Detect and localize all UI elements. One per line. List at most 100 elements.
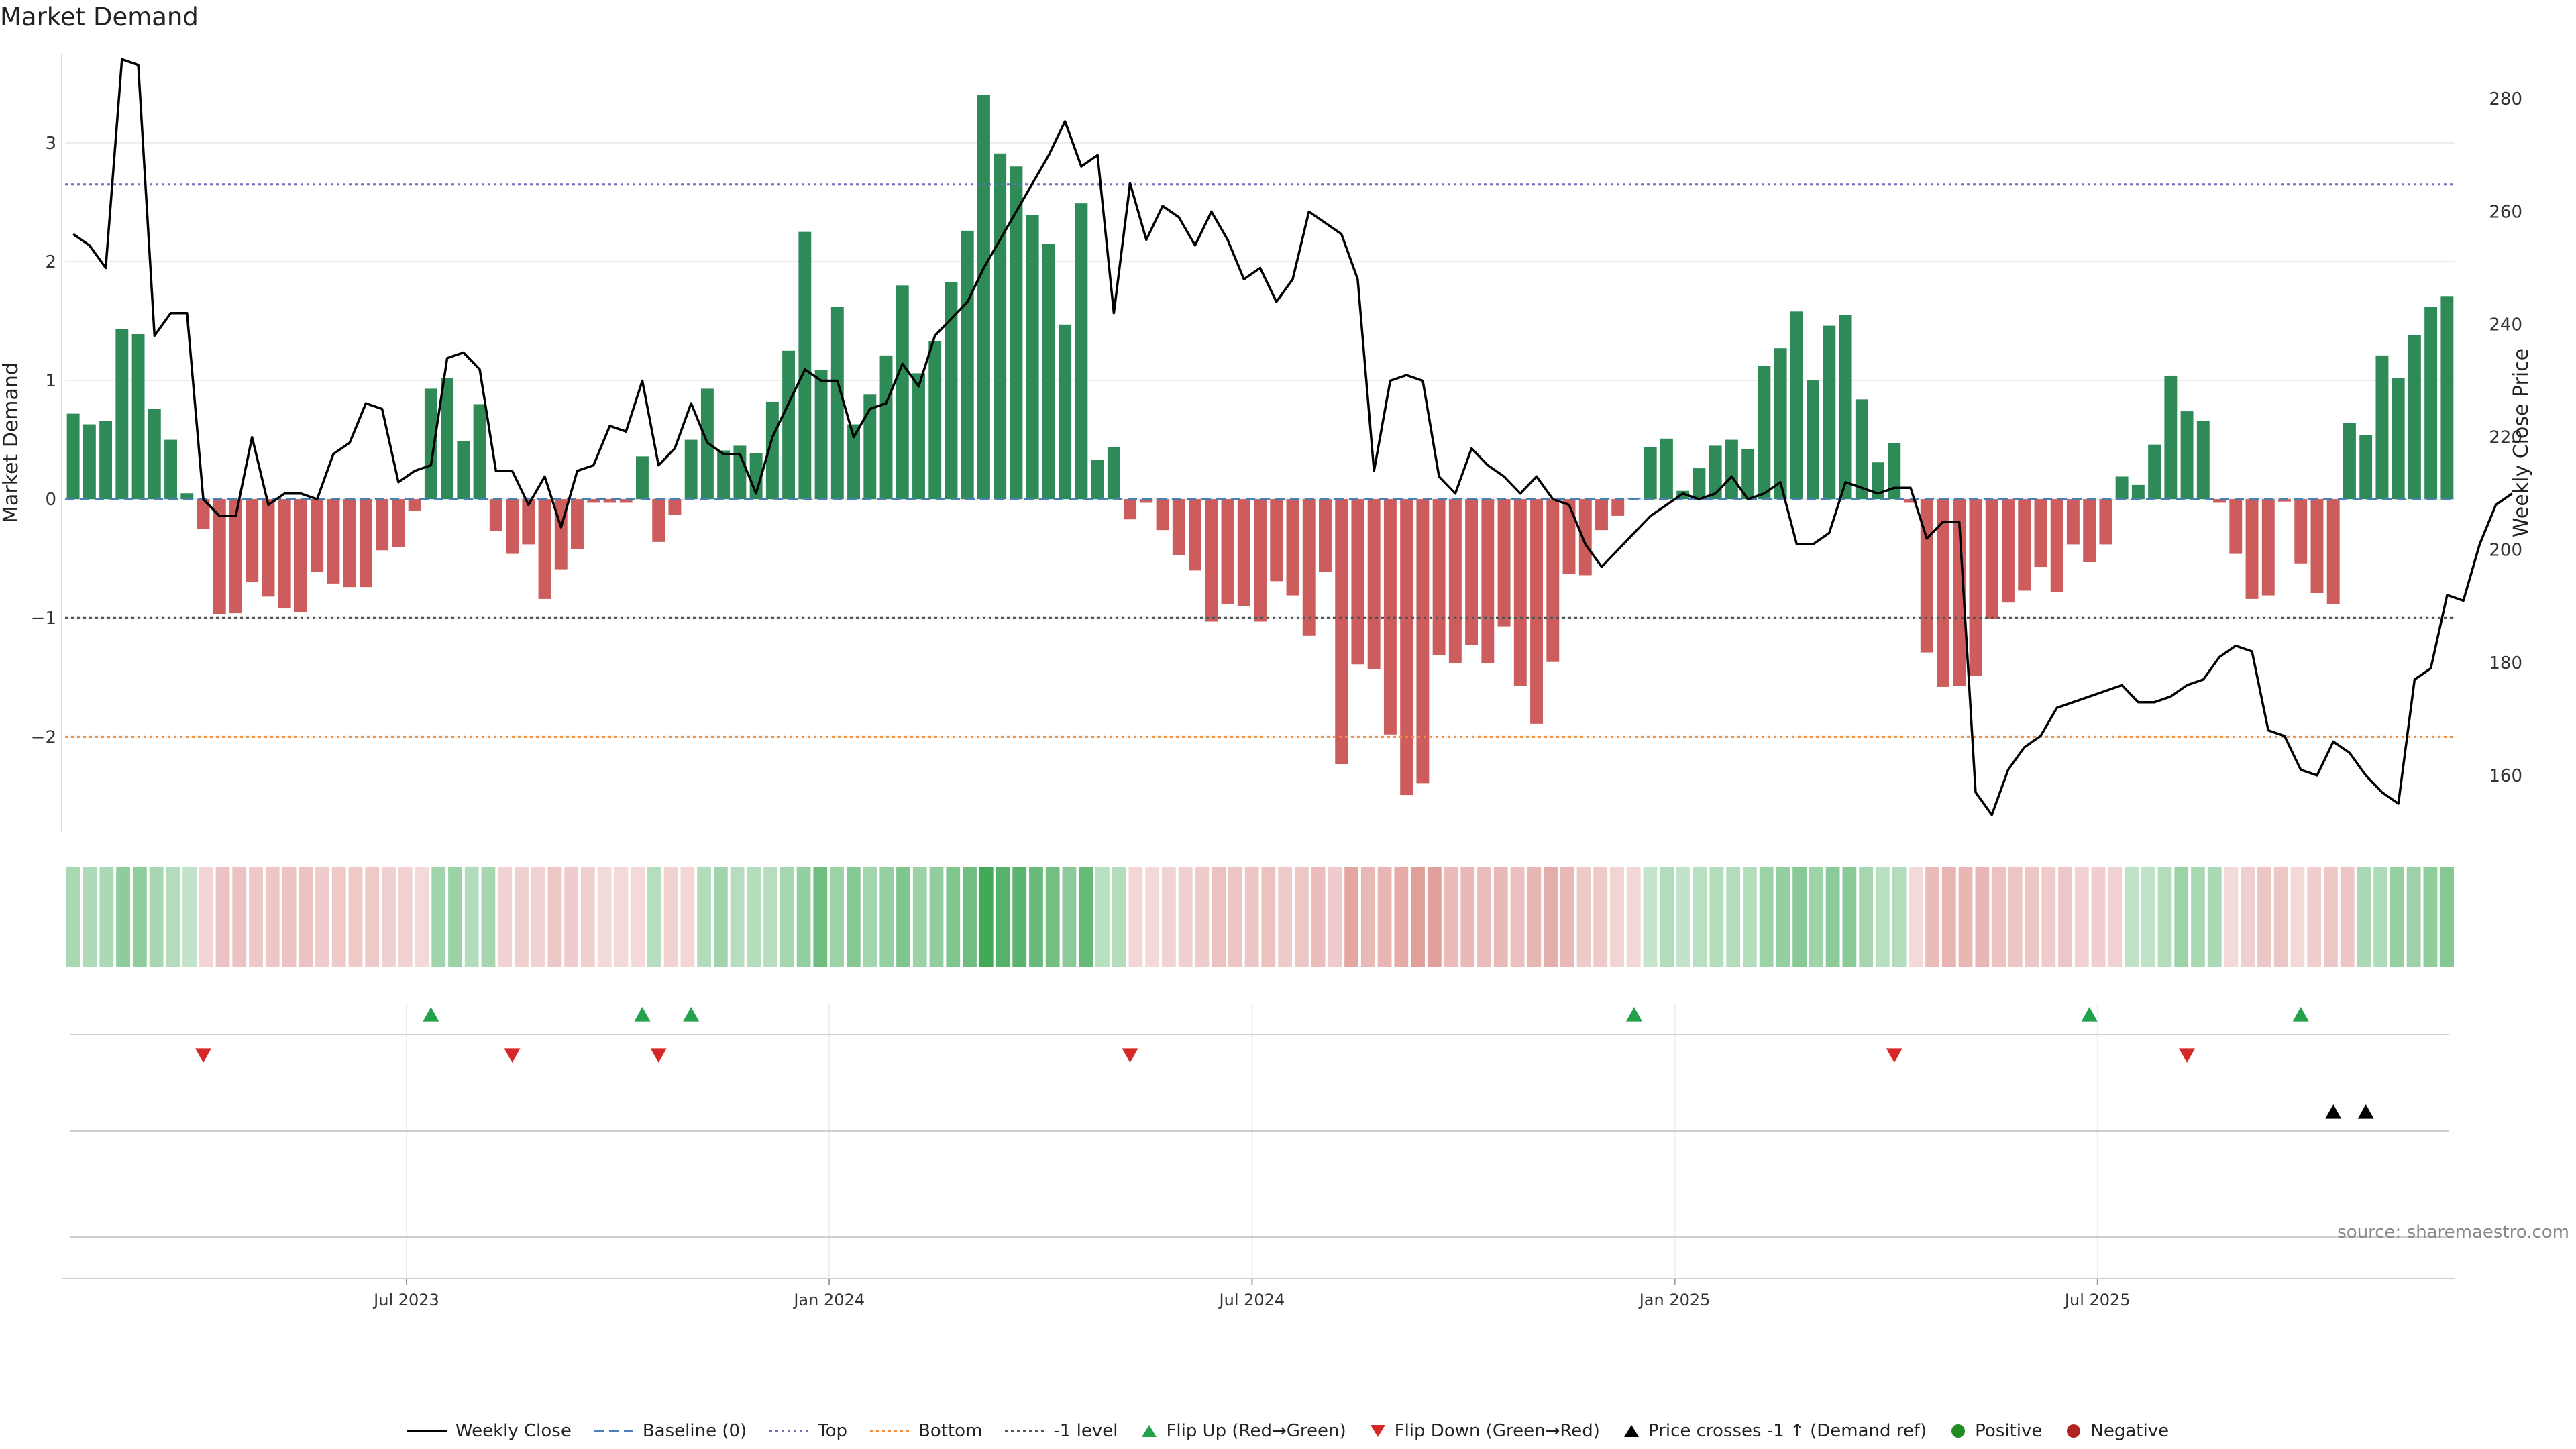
demand-bar-negative [359,499,372,588]
legend-item-positive: Positive [1949,1421,2042,1441]
demand-bar-negative [2294,499,2308,564]
strength-cell [215,867,230,967]
strength-cell [1992,867,2006,967]
demand-bar-positive [879,355,893,500]
legend-label-minus1: -1 level [1053,1421,1118,1441]
strength-cell [1643,867,1658,967]
legend-label-weekly-close: Weekly Close [455,1421,572,1441]
strength-cell [1975,867,1990,967]
demand-bar-positive [1042,244,1055,500]
strength-cell [464,867,479,967]
demand-bar-positive [441,378,454,500]
demand-bar-positive [1107,447,1120,500]
demand-bar-negative [392,499,405,547]
strength-cell [1427,867,1442,967]
demand-bar-negative [278,499,291,609]
demand-bar-positive [164,439,178,500]
strength-cell [1792,867,1807,967]
demand-bar-negative [229,499,242,614]
strength-cell [1859,867,1874,967]
flip-up-marker [423,1007,439,1022]
strength-cell [1510,867,1525,967]
strength-cell [597,867,612,967]
x-tick-label: Jul 2025 [2063,1291,2131,1309]
demand-bar-positive [1059,324,1072,500]
strength-cell [1576,867,1591,967]
demand-bar-positive [2375,355,2389,500]
demand-bar-positive [912,373,925,500]
strength-cell [2224,867,2239,967]
strength-cell [796,867,811,967]
demand-bar-positive [2180,411,2194,500]
strength-cell [1045,867,1060,967]
legend-item-weekly-close: Weekly Close [407,1421,572,1441]
demand-bar-negative [1367,499,1381,669]
y-tick-label-right: 240 [2489,315,2522,335]
strength-cell [896,867,910,967]
demand-bar-positive [2115,476,2129,500]
y-tick-label-right: 280 [2489,89,2522,109]
strength-cell [531,867,545,967]
y-tick-label-left: 0 [45,490,56,510]
y-tick-label-right: 220 [2489,428,2522,448]
strength-cell [581,867,595,967]
strength-cell [1228,867,1242,967]
flip-up-marker [634,1007,651,1022]
legend-label-bottom: Bottom [918,1421,983,1441]
strength-cell [912,867,927,967]
strength-cell [1079,867,1093,967]
strength-cell [946,867,961,967]
strength-cell [182,867,197,967]
strength-cell [1660,867,1674,967]
strength-cell [1460,867,1475,967]
demand-bar-negative [2213,499,2226,503]
y-axis-label-right: Weekly Close Price [2510,348,2533,537]
demand-bar-negative [1904,499,1917,503]
y-axis-label-left: Market Demand [0,362,23,523]
strength-cell [1527,867,1542,967]
x-tick-label: Jan 2024 [792,1291,865,1309]
demand-bar-negative [1578,499,1592,576]
strength-cell [2373,867,2388,967]
strength-cell [846,867,861,967]
demand-bar-negative [2326,499,2340,604]
strength-cell [1626,867,1641,967]
x-tick-label: Jan 2025 [1638,1291,1711,1309]
strength-cell [1411,867,1425,967]
strength-cell [1925,867,1939,967]
demand-bar-positive [1807,380,1820,500]
strength-cell [1709,867,1724,967]
legend-label-price-cross: Price crosses -1 ↑ (Demand ref) [1648,1421,1927,1441]
demand-bar-positive [928,341,942,500]
strength-cell [315,867,329,967]
demand-bar-positive [847,424,861,500]
flip-up-marker [683,1007,700,1022]
strength-cell [2125,867,2139,967]
strength-cell [996,867,1010,967]
y-tick-label-left: −2 [31,727,56,747]
demand-bar-negative [1985,499,1998,619]
strength-cell [2157,867,2172,967]
y-tick-label-right: 200 [2489,541,2522,561]
strength-cell [1377,867,1392,967]
strength-cell [1842,867,1857,967]
demand-bar-negative [1953,499,1966,686]
demand-bar-negative [1156,499,1169,531]
strength-cell [747,867,761,967]
demand-bar-negative [376,499,389,551]
strength-cell [2091,867,2106,967]
demand-bar-negative [1595,499,1608,531]
strength-cell [1610,867,1624,967]
strength-cell [415,867,429,967]
demand-bar-positive [863,394,877,500]
demand-bar-positive [1725,439,1738,500]
demand-bar-negative [2066,499,2080,545]
strength-cell [2440,867,2455,967]
strength-cell [1062,867,1077,967]
strength-cell [2025,867,2039,967]
strength-cell [713,867,728,967]
demand-bar-positive [2343,423,2356,500]
strength-cell [830,867,844,967]
strength-cell [697,867,711,967]
demand-bar-positive [635,456,649,500]
